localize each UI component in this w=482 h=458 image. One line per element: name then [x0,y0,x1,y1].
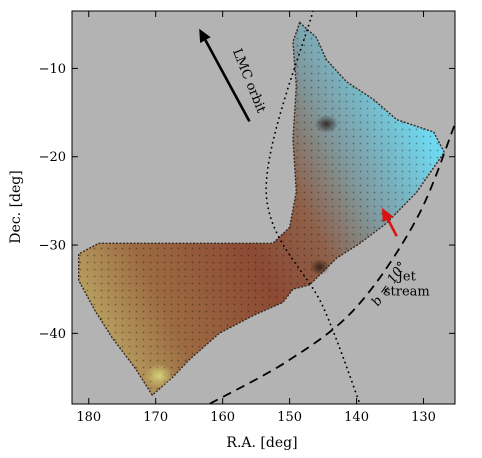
footprint-texture [78,22,445,396]
tick-layer: 180 170 160 150 140 130 −10 −20 −30 −40 [39,11,455,425]
y-tick-label: −10 [39,62,66,77]
y-tick-label: −20 [39,150,66,165]
galactic-latitude-line [208,125,455,404]
x-tick-label: 150 [277,410,302,425]
curve-layer [208,11,455,404]
bright-patch [145,363,174,388]
dark-patch [314,115,339,134]
y-axis-label: Dec. [deg] [8,170,24,243]
survey-footprint-layer [77,21,446,397]
x-tick-label: 180 [76,410,101,425]
x-tick-label: 160 [210,410,235,425]
lmc-orbit-arrow-shaft [204,39,251,123]
x-tick-label: 140 [344,410,369,425]
jet-stream-label: Jet [396,269,417,284]
jet-stream-arrow-head [382,207,394,223]
y-tick-label: −30 [39,239,66,254]
x-tick-label: 170 [143,410,168,425]
y-tick-label: −40 [39,327,66,342]
jet-stream-label: stream [384,284,430,299]
lmc-orbit-arrow-head [199,28,211,43]
dark-patch [309,259,330,276]
plot-frame [71,10,456,405]
x-tick-label: 130 [411,410,436,425]
lmc-orbit-line [265,11,361,404]
jet-stream-arrow-shaft [386,218,398,237]
x-axis-label: R.A. [deg] [226,435,297,451]
